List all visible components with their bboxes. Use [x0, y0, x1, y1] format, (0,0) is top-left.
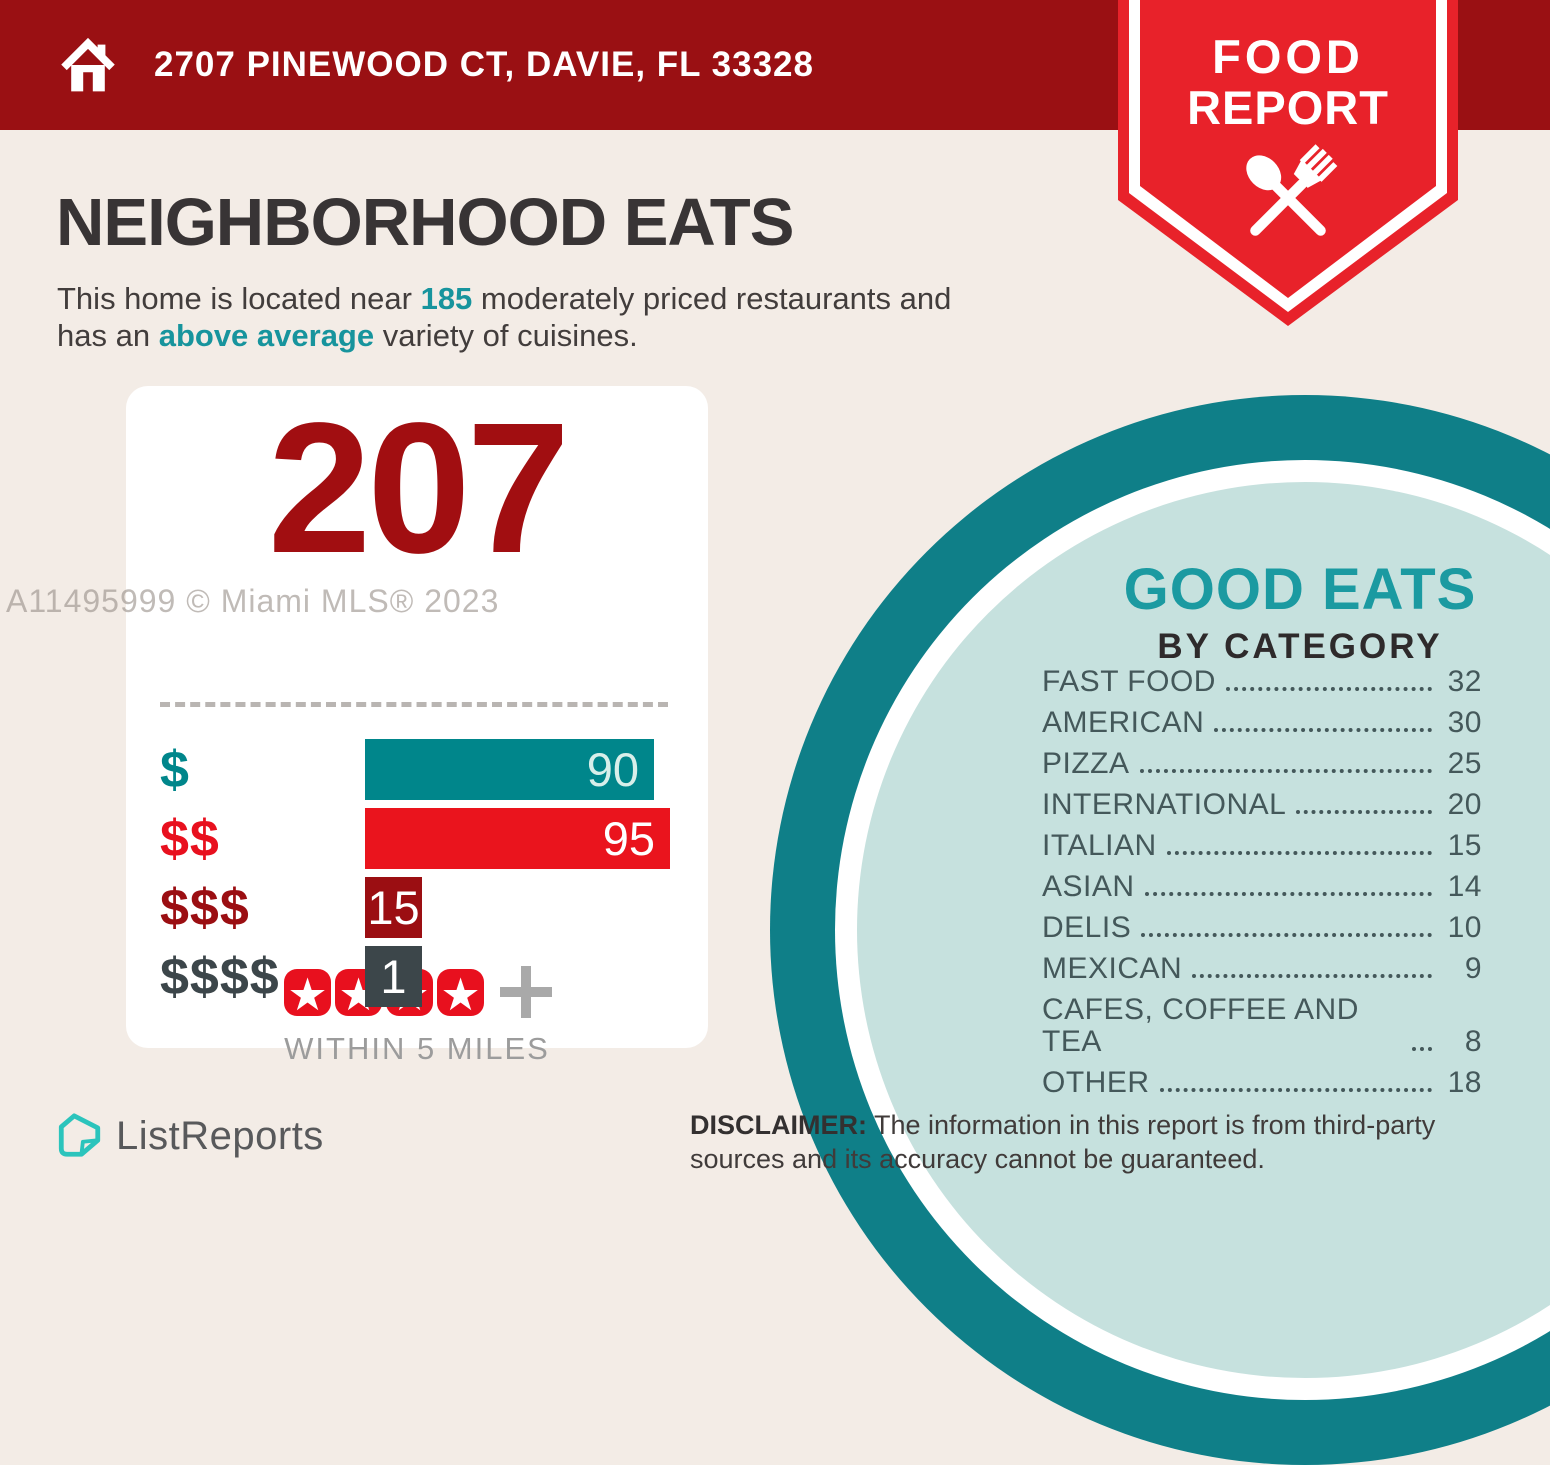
badge-title-line2: REPORT: [1187, 81, 1389, 134]
radius-label: WITHIN 5 MILES: [284, 1031, 550, 1066]
badge-content: FOOD REPORT: [1118, 0, 1458, 326]
category-row: MEXICAN 9: [1042, 953, 1482, 985]
dotted-leader: [1166, 851, 1432, 855]
category-value: 18: [1447, 1066, 1482, 1099]
dotted-leader: [1141, 933, 1432, 937]
category-label: PIZZA: [1042, 747, 1130, 780]
good-eats-heading: GOOD EATS BY CATEGORY: [1090, 556, 1510, 667]
price-tier-label: $$: [160, 809, 220, 868]
category-row: OTHER 18: [1042, 1067, 1482, 1099]
category-value: 8: [1464, 1025, 1482, 1058]
price-bar-row: $$ 95: [160, 808, 670, 869]
category-value: 25: [1447, 747, 1482, 780]
category-label: ITALIAN: [1042, 829, 1157, 862]
dotted-leader: [1225, 687, 1432, 691]
category-label: OTHER: [1042, 1066, 1150, 1099]
listreports-logo: ListReports: [56, 1110, 324, 1162]
category-value: 14: [1447, 870, 1482, 903]
price-bar-value: 1: [380, 950, 407, 1003]
home-icon: [61, 37, 115, 92]
category-row: PIZZA 25: [1042, 748, 1482, 780]
food-report-badge: FOOD REPORT: [1118, 0, 1458, 326]
price-bar: 1: [365, 946, 422, 1007]
intro-part2: moderately priced restaurants and: [472, 281, 952, 316]
star-icon: ★: [437, 968, 484, 1017]
category-row: AMERICAN 30: [1042, 707, 1482, 739]
plus-icon: [500, 966, 552, 1018]
listreports-house-icon: [58, 1113, 101, 1157]
dotted-leader: [1296, 810, 1432, 814]
price-bar: 15: [365, 877, 422, 938]
category-row: CAFES, COFFEE AND TEA 8: [1042, 994, 1482, 1058]
dotted-leader: [1214, 728, 1432, 732]
price-bar-row: $$$ 15: [160, 877, 422, 938]
total-restaurants-number: 207: [267, 385, 570, 592]
category-value: 10: [1447, 911, 1482, 944]
category-value: 9: [1464, 952, 1482, 985]
category-value: 15: [1447, 829, 1482, 862]
price-tier-label: $$$: [160, 878, 250, 937]
category-list: FAST FOOD 32 AMERICAN 30 PIZZA 25 INTERNATI…: [1042, 666, 1482, 1108]
price-bar-value: 95: [602, 812, 655, 865]
category-value: 32: [1447, 665, 1482, 698]
price-bar-row: $ 90: [160, 739, 654, 800]
price-bar-row: $$$$ 1: [160, 946, 422, 1007]
dotted-leader: [1192, 974, 1432, 978]
category-label: DELIS: [1042, 911, 1132, 944]
intro-sentence: This home is located near 185 moderately…: [57, 280, 1117, 354]
above-average-highlight: above average: [158, 318, 375, 353]
mls-watermark: A11495999 © Miami MLS® 2023: [6, 583, 500, 619]
intro-part4: variety of cuisines.: [374, 318, 638, 353]
disclaimer-label: DISCLAIMER:: [690, 1110, 867, 1140]
dotted-leader: [1412, 1047, 1432, 1051]
category-value: 20: [1447, 788, 1482, 821]
category-row: DELIS 10: [1042, 912, 1482, 944]
category-label: FAST FOOD: [1042, 665, 1216, 698]
dotted-leader: [1144, 892, 1432, 896]
intro-part1: This home is located near: [57, 281, 421, 316]
disclaimer: DISCLAIMER: The information in this repo…: [690, 1108, 1510, 1176]
category-label: AMERICAN: [1042, 706, 1205, 739]
page-title: NEIGHBORHOOD EATS: [56, 185, 794, 260]
category-row: ASIAN 14: [1042, 871, 1482, 903]
disclaimer-text: The information in this report is from t…: [690, 1110, 1436, 1174]
intro-part3: has an: [57, 318, 159, 353]
listreports-logo-text: ListReports: [116, 1113, 324, 1158]
restaurant-count-highlight: 185: [420, 281, 473, 316]
good-eats-subtitle: BY CATEGORY: [1157, 627, 1443, 666]
price-bar-value: 15: [367, 881, 420, 934]
price-tier-label: $: [160, 740, 190, 799]
dashed-divider: [160, 702, 668, 707]
category-row: ITALIAN 15: [1042, 830, 1482, 862]
category-value: 30: [1447, 706, 1482, 739]
price-bar-value: 90: [586, 743, 639, 796]
price-tier-label: $$$$: [160, 947, 280, 1006]
price-bar: 90: [365, 739, 654, 800]
dotted-leader: [1159, 1088, 1432, 1092]
badge-title-line1: FOOD: [1212, 30, 1364, 83]
property-address: 2707 PINEWOOD CT, DAVIE, FL 33328: [154, 45, 814, 84]
category-row: INTERNATIONAL 20: [1042, 789, 1482, 821]
category-label: ASIAN: [1042, 870, 1135, 903]
dotted-leader: [1139, 769, 1432, 773]
price-bar: 95: [365, 808, 670, 869]
category-label: CAFES, COFFEE AND TEA: [1042, 993, 1359, 1058]
category-row: FAST FOOD 32: [1042, 666, 1482, 698]
star-icon: ★: [284, 968, 331, 1017]
good-eats-title: GOOD EATS: [1123, 557, 1477, 622]
restaurant-summary-card: 207 ★ ★ ★ ★ WITHIN 5 MILES $ 90 $$ 95 $$…: [126, 385, 708, 1066]
category-label: MEXICAN: [1042, 952, 1183, 985]
crossed-spoon-and-fork-icon: [1246, 144, 1338, 236]
category-label: INTERNATIONAL: [1042, 788, 1287, 821]
